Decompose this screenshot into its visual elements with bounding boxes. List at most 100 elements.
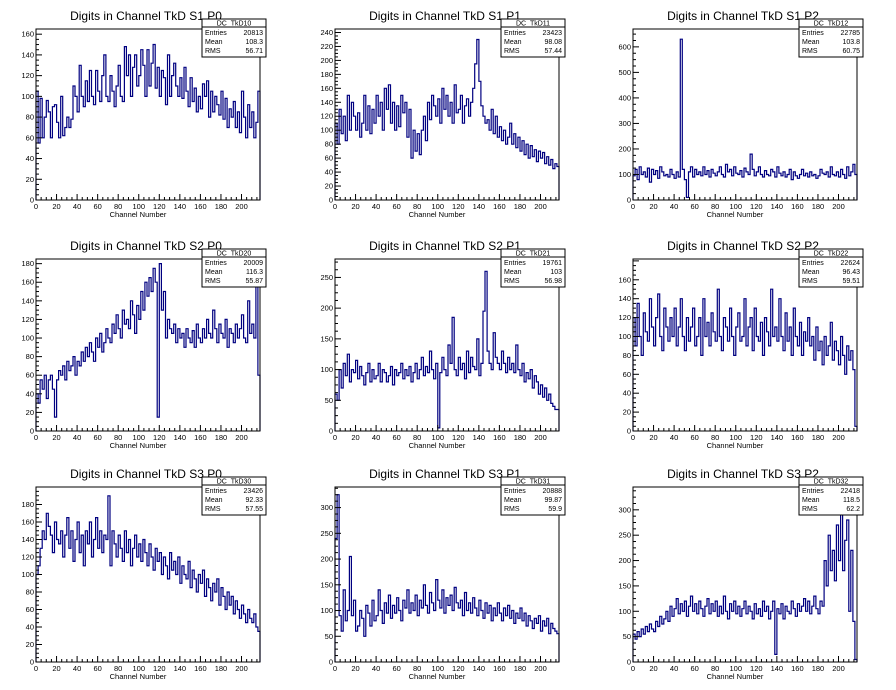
- histogram-line: [35, 43, 261, 200]
- stats-box: DC_TkD30 Entries 23426 Mean 92.33 RMS 57.55: [201, 476, 267, 516]
- y-tick-label: 140: [21, 50, 34, 59]
- stats-box: DC_TkD22 Entries 22624 Mean 96.43 RMS 59.51: [798, 248, 864, 288]
- y-tick-label: 120: [21, 315, 34, 324]
- histogram-panel-3: Digits in Channel TkD S1 P2 0 20 40 60 80 100 1…: [618, 9, 864, 219]
- stats-histogram-name: DC_TkD20: [217, 251, 252, 258]
- histogram-panel-4: Digits in Channel TkD S2 P0 0 20 40 60 80 100 1…: [21, 239, 267, 450]
- x-tick-label: 80: [711, 664, 719, 673]
- y-tick-label: 80: [26, 352, 34, 361]
- x-tick-label: 40: [372, 664, 380, 673]
- stats-value: 118.5: [843, 497, 860, 504]
- stats-box: DC_TkD21 Entries 19761 Mean 103 RMS 56.98: [500, 248, 566, 288]
- stats-histogram-name: DC_TkD32: [814, 479, 849, 486]
- histogram-panel-8: Digits in Channel TkD S3 P1 0 20 40 60 80 100 1…: [320, 467, 566, 681]
- x-tick-label: 60: [93, 433, 101, 442]
- x-tick-label: 140: [473, 664, 486, 673]
- y-tick-label: 0: [627, 427, 631, 436]
- stats-value: 62.2: [846, 506, 860, 513]
- y-tick-label: 100: [618, 607, 631, 616]
- x-axis-label: Channel Number: [409, 210, 466, 219]
- y-tick-label: 100: [320, 365, 333, 374]
- y-tick-label: 120: [320, 112, 333, 121]
- x-tick-label: 120: [750, 202, 763, 211]
- y-tick-label: 160: [618, 275, 631, 284]
- plot-frame: [334, 258, 560, 432]
- x-tick-label: 60: [93, 202, 101, 211]
- y-tick-label: 140: [320, 98, 333, 107]
- x-tick-label: 160: [791, 433, 804, 442]
- x-tick-label: 200: [235, 202, 248, 211]
- histogram-line: [632, 288, 858, 431]
- stats-value: 22785: [841, 30, 861, 37]
- y-tick-label: 80: [325, 140, 333, 149]
- y-tick-label: 0: [329, 658, 333, 667]
- stats-label: Entries: [504, 30, 526, 37]
- x-tick-label: 60: [392, 202, 400, 211]
- x-tick-label: 80: [413, 664, 421, 673]
- histogram-panel-9: Digits in Channel TkD S3 P2 0 20 40 60 80 100 1…: [618, 467, 864, 681]
- stats-value: 57.44: [544, 48, 562, 55]
- x-tick-label: 40: [670, 664, 678, 673]
- y-tick-label: 40: [325, 168, 333, 177]
- chart-title: Digits in Channel TkD S2 P1: [369, 239, 521, 253]
- x-tick-label: 160: [791, 664, 804, 673]
- y-tick-label: 100: [618, 332, 631, 341]
- y-tick-label: 250: [618, 531, 631, 540]
- x-tick-label: 20: [649, 202, 657, 211]
- y-tick-label: 50: [623, 632, 631, 641]
- y-tick-label: 160: [21, 278, 34, 287]
- y-tick-label: 50: [325, 396, 333, 405]
- x-tick-label: 100: [729, 202, 742, 211]
- x-tick-label: 80: [114, 664, 122, 673]
- plot-frame: [334, 28, 560, 201]
- y-tick-label: 80: [26, 113, 34, 122]
- y-tick-label: 20: [26, 640, 34, 649]
- x-tick-label: 120: [750, 664, 763, 673]
- x-tick-label: 180: [514, 202, 527, 211]
- stats-label: Mean: [802, 39, 820, 46]
- y-tick-label: 50: [325, 632, 333, 641]
- x-tick-label: 200: [534, 664, 547, 673]
- stats-value: 98.08: [544, 39, 562, 46]
- y-tick-label: 0: [329, 196, 333, 205]
- stats-label: Entries: [504, 260, 526, 267]
- y-tick-label: 60: [26, 133, 34, 142]
- stats-label: Mean: [205, 269, 223, 276]
- plot-frame: [334, 486, 560, 663]
- stats-value: 23423: [543, 30, 563, 37]
- x-axis-label: Channel Number: [110, 672, 167, 681]
- stats-label: Mean: [802, 497, 820, 504]
- chart-title: Digits in Channel TkD S3 P2: [667, 467, 819, 481]
- plot-frame: [632, 28, 858, 201]
- stats-histogram-name: DC_TkD21: [516, 251, 551, 258]
- y-tick-label: 120: [21, 71, 34, 80]
- stats-value: 55.87: [245, 278, 263, 285]
- y-tick-label: 100: [618, 170, 631, 179]
- x-tick-label: 200: [534, 433, 547, 442]
- stats-histogram-name: DC_TkD31: [516, 479, 551, 486]
- x-tick-label: 180: [514, 433, 527, 442]
- x-tick-label: 200: [235, 664, 248, 673]
- y-tick-label: 0: [30, 427, 34, 436]
- x-tick-label: 40: [73, 433, 81, 442]
- y-tick-label: 80: [26, 588, 34, 597]
- y-tick-label: 300: [618, 119, 631, 128]
- y-tick-label: 240: [320, 28, 333, 37]
- stats-label: Mean: [205, 497, 223, 504]
- x-tick-label: 160: [493, 202, 506, 211]
- x-tick-label: 0: [631, 664, 635, 673]
- x-axis-label: Channel Number: [110, 210, 167, 219]
- x-tick-label: 140: [473, 202, 486, 211]
- y-tick-label: 60: [325, 154, 333, 163]
- y-tick-label: 120: [21, 553, 34, 562]
- x-tick-label: 200: [832, 433, 845, 442]
- x-axis-label: Channel Number: [707, 210, 764, 219]
- x-tick-label: 20: [351, 433, 359, 442]
- stats-label: RMS: [504, 278, 520, 285]
- x-tick-label: 120: [750, 433, 763, 442]
- stats-label: Mean: [504, 269, 522, 276]
- plot-frame: [632, 486, 858, 663]
- y-tick-label: 100: [21, 92, 34, 101]
- x-tick-label: 180: [812, 433, 825, 442]
